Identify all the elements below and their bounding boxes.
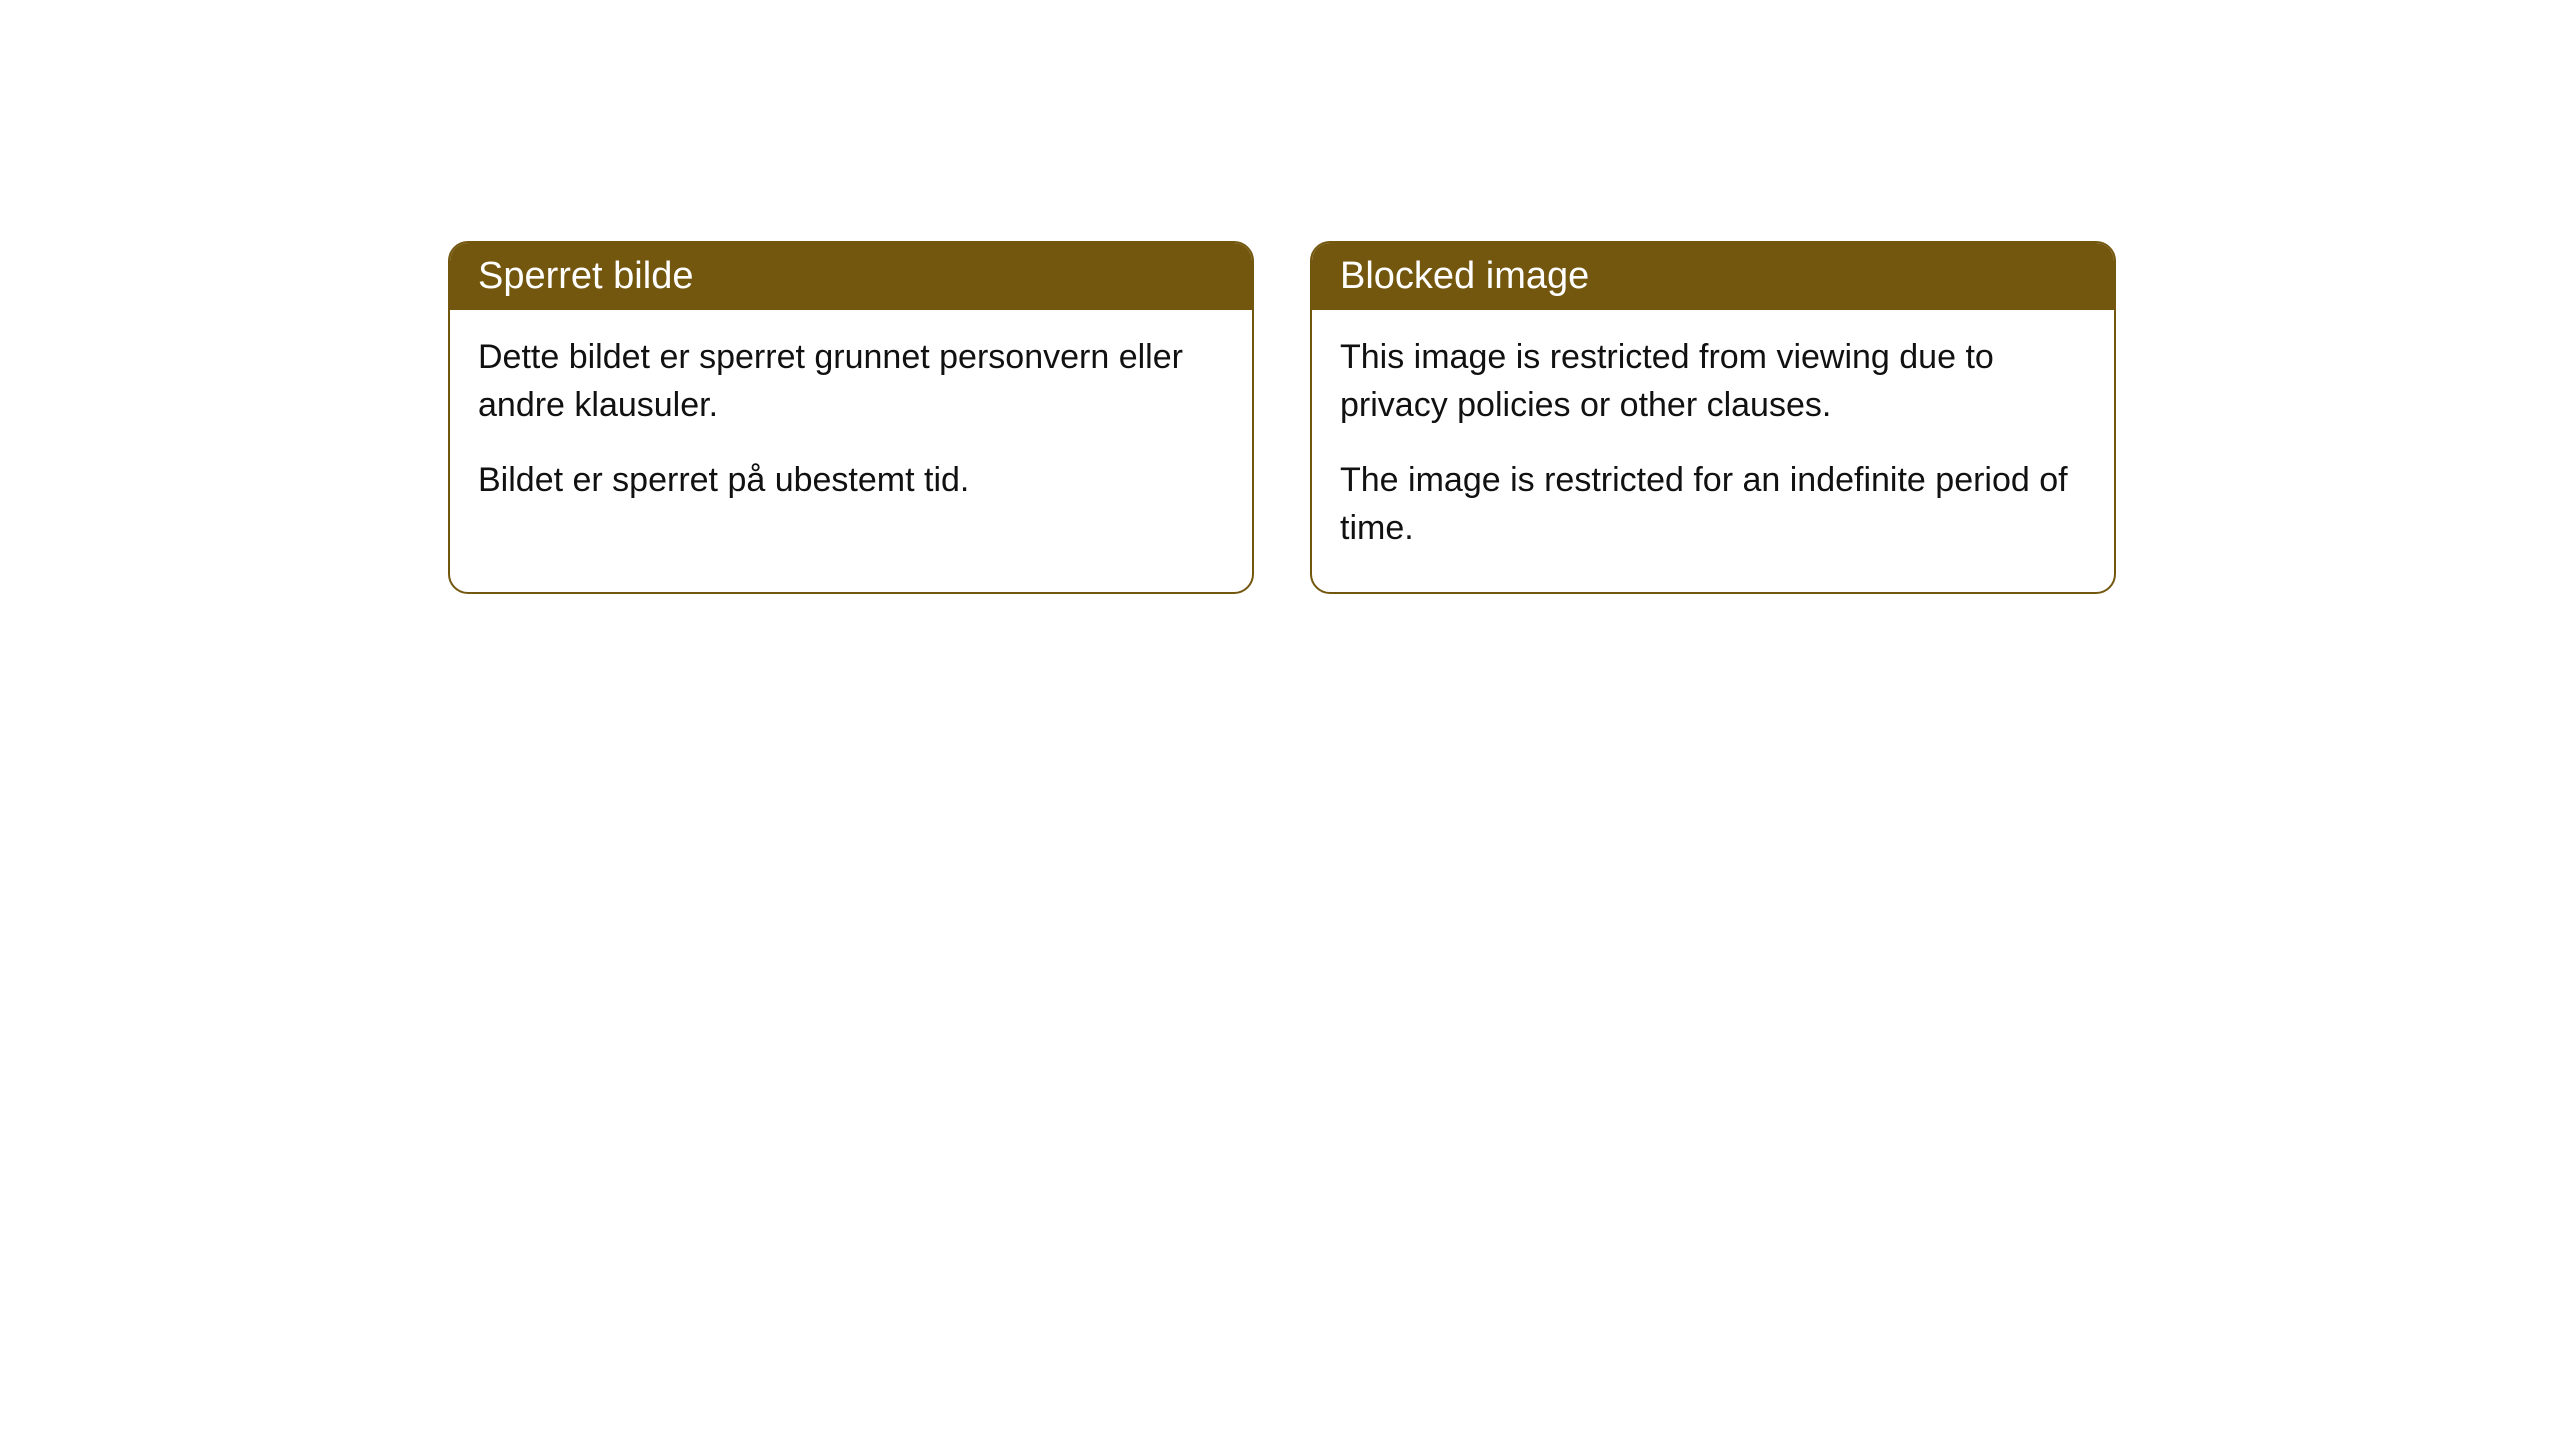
card-title: Blocked image bbox=[1340, 255, 1589, 297]
card-paragraph: This image is restricted from viewing du… bbox=[1340, 334, 2086, 429]
card-header: Blocked image bbox=[1312, 243, 2114, 310]
notice-card-english: Blocked image This image is restricted f… bbox=[1310, 241, 2116, 594]
notice-cards-container: Sperret bilde Dette bildet er sperret gr… bbox=[448, 241, 2116, 594]
card-body: This image is restricted from viewing du… bbox=[1312, 310, 2114, 592]
card-paragraph: Dette bildet er sperret grunnet personve… bbox=[478, 334, 1224, 429]
card-body: Dette bildet er sperret grunnet personve… bbox=[450, 310, 1252, 545]
card-title: Sperret bilde bbox=[478, 255, 693, 297]
notice-card-norwegian: Sperret bilde Dette bildet er sperret gr… bbox=[448, 241, 1254, 594]
card-header: Sperret bilde bbox=[450, 243, 1252, 310]
card-paragraph: The image is restricted for an indefinit… bbox=[1340, 457, 2086, 552]
card-paragraph: Bildet er sperret på ubestemt tid. bbox=[478, 457, 1224, 505]
